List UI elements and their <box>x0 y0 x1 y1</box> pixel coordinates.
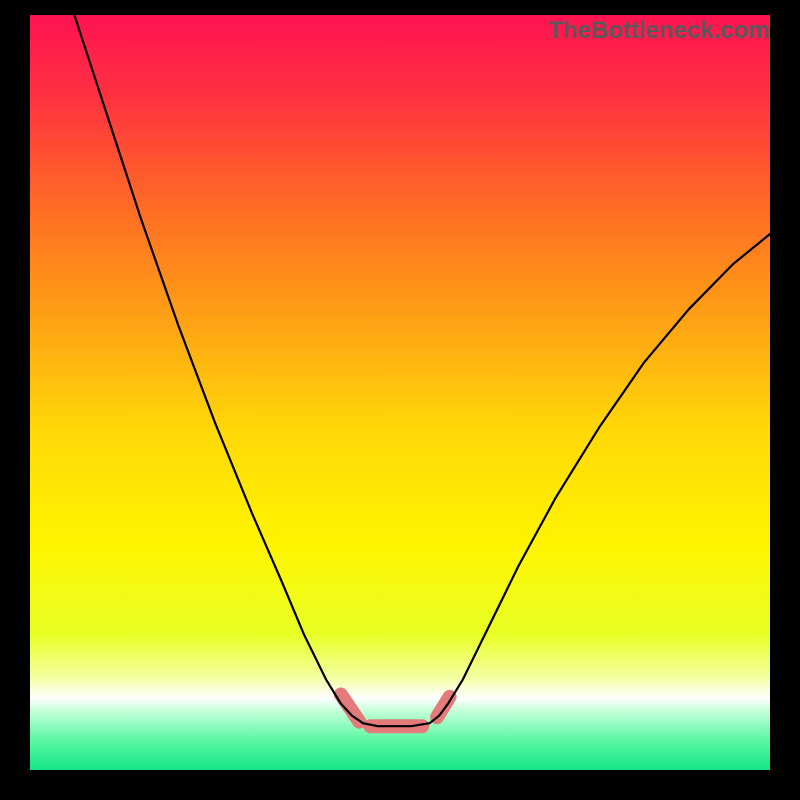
watermark-text: TheBottleneck.com <box>549 17 770 45</box>
chart-svg <box>30 15 770 770</box>
gradient-background <box>30 15 770 770</box>
plot-area <box>30 15 770 770</box>
